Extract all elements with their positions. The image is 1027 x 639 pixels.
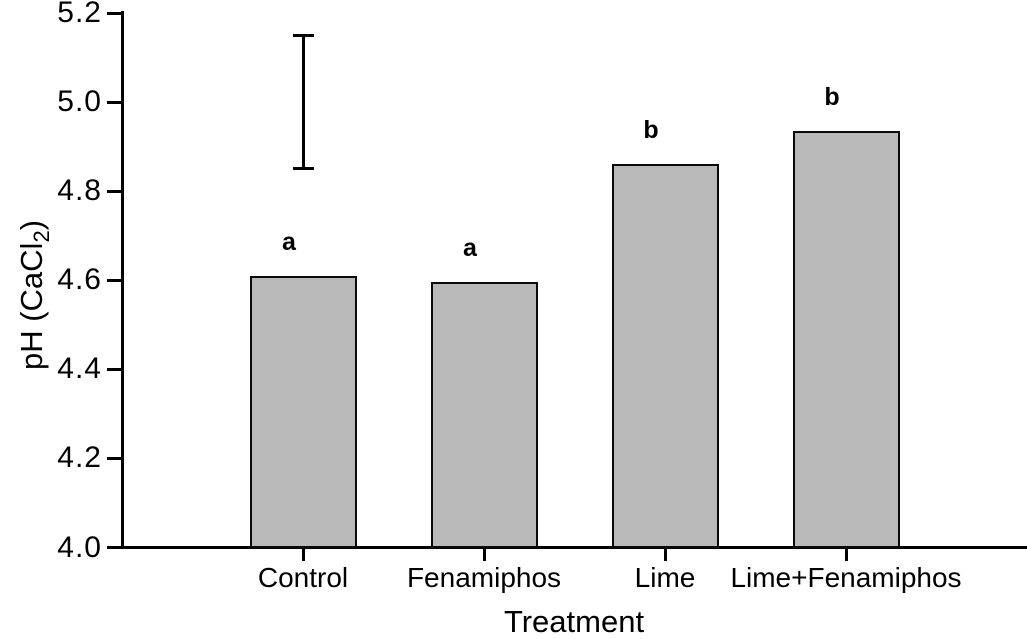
x-axis-tick bbox=[482, 548, 486, 561]
y-axis-tick-label: 5.0 bbox=[57, 85, 102, 119]
bar-lime-fenamiphos bbox=[792, 131, 900, 549]
significance-letter: a bbox=[282, 227, 296, 256]
x-axis-tick bbox=[663, 548, 667, 561]
y-axis-tick bbox=[107, 11, 121, 15]
y-axis-line bbox=[121, 11, 124, 548]
y-axis-tick-label: 4.6 bbox=[57, 263, 102, 297]
significance-letter: a bbox=[463, 234, 477, 263]
y-axis-tick bbox=[107, 367, 121, 371]
x-axis-category-label: Control bbox=[257, 562, 349, 593]
y-axis-title-text: pH (CaCl bbox=[13, 242, 49, 371]
error-bar-cap-top bbox=[292, 33, 314, 37]
error-bar-line bbox=[301, 35, 305, 169]
y-axis-tick bbox=[107, 546, 121, 549]
x-axis-category-label: Lime bbox=[634, 562, 696, 593]
y-axis-tick-label: 4.2 bbox=[57, 441, 102, 475]
y-axis-title-suffix: ) bbox=[13, 219, 49, 231]
y-axis-tick-label: 5.2 bbox=[57, 0, 102, 29]
y-axis-tick bbox=[107, 456, 121, 460]
y-axis-tick-label: 4.0 bbox=[57, 530, 102, 564]
y-axis-tick bbox=[107, 189, 121, 193]
x-axis-tick bbox=[844, 548, 848, 561]
bar-lime bbox=[611, 164, 719, 549]
y-axis-title-subscript: 2 bbox=[29, 230, 55, 243]
bar-fenamiphos bbox=[430, 282, 538, 549]
x-axis-title: Treatment bbox=[503, 604, 645, 639]
significance-letter: b bbox=[643, 116, 659, 145]
x-axis-category-label: Fenamiphos bbox=[406, 562, 562, 593]
bar-control bbox=[249, 275, 357, 549]
x-axis-tick bbox=[301, 548, 305, 561]
y-axis-tick bbox=[107, 100, 121, 104]
y-axis-tick-label: 4.8 bbox=[57, 174, 102, 208]
y-axis-tick-label: 4.4 bbox=[57, 352, 102, 386]
error-bar-cap-bottom bbox=[292, 167, 314, 171]
y-axis-tick bbox=[107, 278, 121, 282]
significance-letter: b bbox=[824, 83, 840, 112]
x-axis-line bbox=[121, 546, 1027, 549]
x-axis-category-label: Lime+Fenamiphos bbox=[730, 562, 962, 593]
